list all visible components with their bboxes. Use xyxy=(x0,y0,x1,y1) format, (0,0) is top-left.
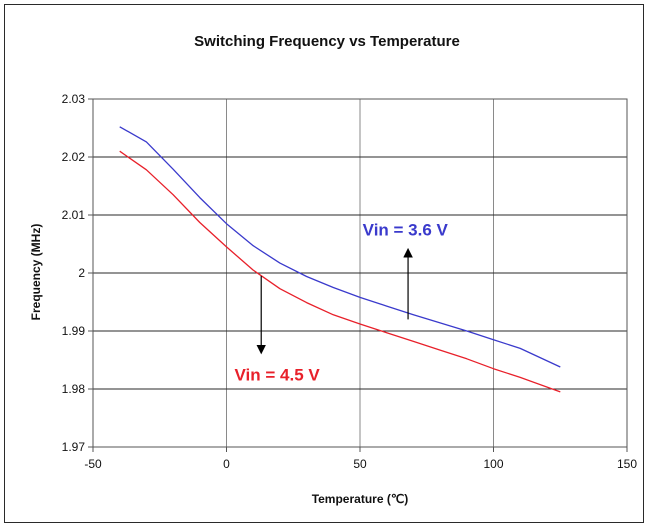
axis-ticks: -50 0 50 100 150 1.97 1.98 1.99 2 2.01 2.02 2.03 xyxy=(62,92,638,471)
y-tick-label: 2.01 xyxy=(62,208,86,222)
series-lines xyxy=(119,126,561,393)
grid xyxy=(93,99,627,447)
annotation-label: Vin = 4.5 V xyxy=(235,365,321,384)
x-tick-label: -50 xyxy=(84,457,102,471)
y-tick-label: 1.98 xyxy=(62,382,86,396)
series-line-1 xyxy=(119,126,561,368)
y-tick-label: 2.03 xyxy=(62,92,86,106)
series-line-2 xyxy=(119,150,561,393)
y-tick-label: 1.97 xyxy=(62,440,86,454)
x-tick-label: 150 xyxy=(617,457,637,471)
y-axis-title: Frequency (MHz) xyxy=(29,224,43,321)
y-tick-label: 2.02 xyxy=(62,150,86,164)
x-tick-label: 50 xyxy=(353,457,367,471)
chart-frame xyxy=(4,4,644,523)
y-tick-label: 1.99 xyxy=(62,324,86,338)
x-tick-label: 0 xyxy=(223,457,230,471)
annotations: Vin = 3.6 V Vin = 4.5 V xyxy=(235,220,449,384)
chart-title: Switching Frequency vs Temperature xyxy=(194,33,460,50)
x-tick-label: 100 xyxy=(483,457,503,471)
y-tick-label: 2 xyxy=(78,266,85,280)
x-axis-title: Temperature (℃) xyxy=(312,492,409,506)
annotation-label: Vin = 3.6 V xyxy=(363,220,449,239)
